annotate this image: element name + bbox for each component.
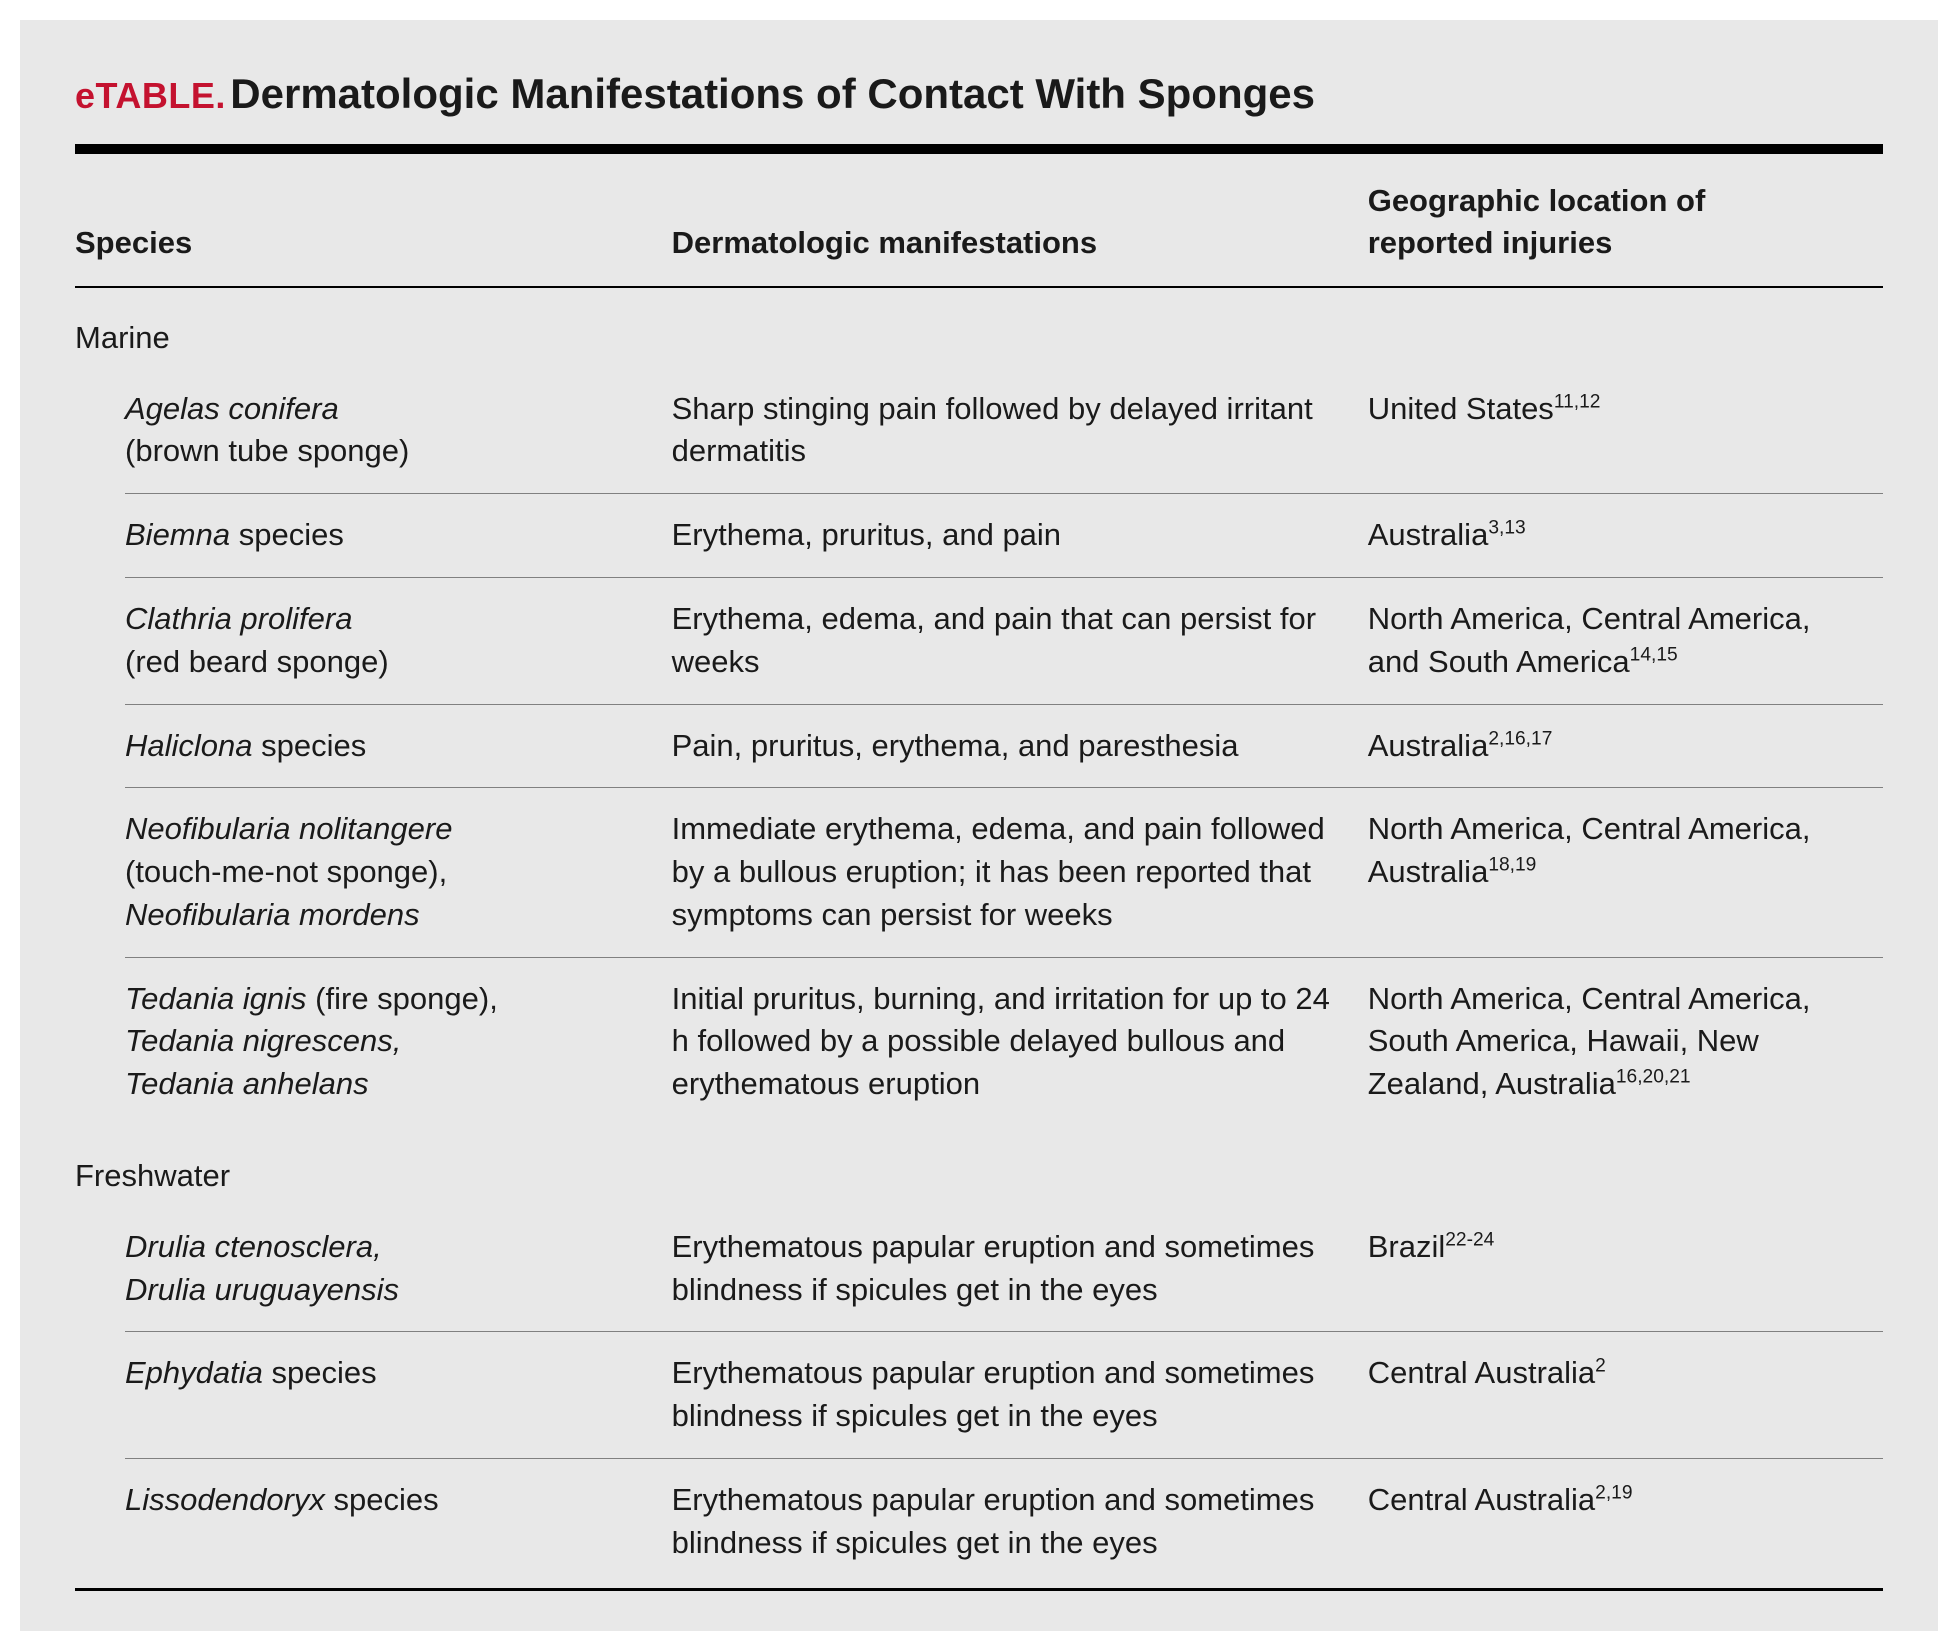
col-manifest: Dermatologic manifestations [672,180,1368,287]
species-italic: Clathria prolifera [125,601,352,636]
cell-species: Tedania ignis (fire sponge), Tedania nig… [75,958,672,1126]
loc-text: Brazil [1368,1229,1446,1264]
loc-text: Australia [1368,728,1489,763]
cell-species: Neofibularia nolitangere (touch-me-not s… [75,788,672,956]
bottom-rule [75,1588,1883,1591]
species-italic: Neofibularia nolitangere [125,811,452,846]
cell-species: Ephydatia species [75,1332,672,1458]
table-row: Agelas conifera (brown tube sponge) Shar… [75,368,1883,494]
cell-species: Agelas conifera (brown tube sponge) [75,368,672,494]
species-italic: Haliclona [125,728,253,763]
cell-manifest: Pain, pruritus, erythema, and paresthesi… [672,705,1368,788]
species-italic: Drulia uruguayensis [125,1272,399,1307]
col-location-l2: reported injuries [1368,225,1613,260]
cell-location: Australia3,13 [1368,494,1883,577]
header-row: Species Dermatologic manifestations Geog… [75,180,1883,287]
loc-text: North America, Central America, South Am… [1368,981,1811,1102]
species-italic: Drulia ctenosclera, [125,1229,382,1264]
table-row: Haliclona species Pain, pruritus, erythe… [75,705,1883,788]
species-italic: Tedania nigrescens, [125,1023,401,1058]
table-row: Lissodendoryx species Erythematous papul… [75,1459,1883,1585]
loc-refs: 18,19 [1488,855,1536,876]
cell-location: United States11,12 [1368,368,1883,494]
cell-manifest: Initial pruritus, burning, and irritatio… [672,958,1368,1126]
cell-species: Haliclona species [75,705,672,788]
species-common: (brown tube sponge) [125,433,409,468]
species-italic: Neofibularia mordens [125,897,420,932]
col-species: Species [75,180,672,287]
loc-text: United States [1368,391,1554,426]
cell-manifest: Immediate erythema, edema, and pain foll… [672,788,1368,956]
cell-location: Central Australia2,19 [1368,1459,1883,1585]
loc-refs: 2 [1595,1356,1606,1377]
species-common: (red beard sponge) [125,644,389,679]
species-plain: species [325,1482,439,1517]
cell-location: Central Australia2 [1368,1332,1883,1458]
loc-refs: 2,16,17 [1488,728,1552,749]
section-freshwater: Freshwater [75,1126,1883,1206]
cell-manifest: Sharp stinging pain followed by delayed … [672,368,1368,494]
loc-text: North America, Central America, and Sout… [1368,601,1811,679]
species-italic: Agelas conifera [125,391,339,426]
species-italic: Tedania anhelans [125,1066,369,1101]
cell-species: Lissodendoryx species [75,1459,672,1585]
species-plain: species [253,728,367,763]
species-italic: Biemna [125,517,230,552]
table-label: eTABLE. [75,75,226,116]
table-title: Dermatologic Manifestations of Contact W… [230,70,1315,117]
cell-manifest: Erythematous papular eruption and someti… [672,1206,1368,1332]
loc-refs: 3,13 [1488,518,1525,539]
species-common: (touch-me-not sponge), [125,854,447,889]
table-row: Clathria prolifera (red beard sponge) Er… [75,578,1883,704]
cell-species: Biemna species [75,494,672,577]
top-rule [75,144,1883,154]
cell-manifest: Erythema, edema, and pain that can persi… [672,578,1368,704]
section-heading: Freshwater [75,1126,1883,1206]
table-row: Drulia ctenosclera, Drulia uruguayensis … [75,1206,1883,1332]
cell-location: Australia2,16,17 [1368,705,1883,788]
col-location-l1: Geographic location of [1368,183,1706,218]
loc-text: North America, Central America, Australi… [1368,811,1811,889]
section-heading: Marine [75,287,1883,368]
cell-manifest: Erythematous papular eruption and someti… [672,1459,1368,1585]
cell-location: North America, Central America, and Sout… [1368,578,1883,704]
table-row: Neofibularia nolitangere (touch-me-not s… [75,788,1883,956]
cell-species: Drulia ctenosclera, Drulia uruguayensis [75,1206,672,1332]
sponge-table: Species Dermatologic manifestations Geog… [75,180,1883,1584]
loc-refs: 11,12 [1554,391,1601,412]
table-row: Ephydatia species Erythematous papular e… [75,1332,1883,1458]
section-marine: Marine [75,287,1883,368]
table-row: Tedania ignis (fire sponge), Tedania nig… [75,958,1883,1126]
species-plain: species [230,517,344,552]
species-plain: species [263,1355,377,1390]
loc-text: Central Australia [1368,1355,1595,1390]
loc-refs: 14,15 [1630,644,1678,665]
table-title-row: eTABLE. Dermatologic Manifestations of C… [75,70,1883,118]
col-location: Geographic location of reported injuries [1368,180,1883,287]
cell-manifest: Erythematous papular eruption and someti… [672,1332,1368,1458]
loc-refs: 22-24 [1445,1230,1494,1251]
table-row: Biemna species Erythema, pruritus, and p… [75,494,1883,577]
etable-container: eTABLE. Dermatologic Manifestations of C… [20,20,1938,1631]
loc-refs: 16,20,21 [1616,1067,1691,1088]
loc-text: Australia [1368,517,1489,552]
cell-species: Clathria prolifera (red beard sponge) [75,578,672,704]
cell-manifest: Erythema, pruritus, and pain [672,494,1368,577]
cell-location: North America, Central America, Australi… [1368,788,1883,956]
loc-refs: 2,19 [1595,1483,1632,1504]
species-plain: (fire sponge), [307,981,498,1016]
cell-location: Brazil22-24 [1368,1206,1883,1332]
cell-location: North America, Central America, South Am… [1368,958,1883,1126]
species-italic: Ephydatia [125,1355,263,1390]
species-italic: Lissodendoryx [125,1482,325,1517]
loc-text: Central Australia [1368,1482,1595,1517]
species-italic: Tedania ignis [125,981,307,1016]
